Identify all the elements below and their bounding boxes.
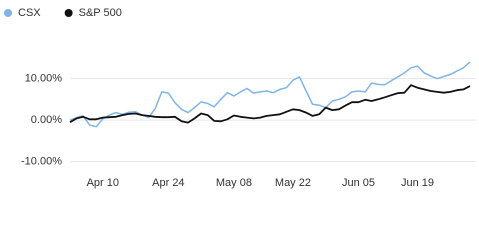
series-line xyxy=(69,84,471,124)
legend-label: S&P 500 xyxy=(79,7,122,19)
y-tick-label: -10.00% xyxy=(21,156,62,168)
legend-label: CSX xyxy=(18,7,41,19)
y-tick-label: 0.00% xyxy=(31,114,62,126)
x-tick-label: Apr 10 xyxy=(87,177,119,189)
x-tick-label: Apr 24 xyxy=(152,177,184,189)
x-tick-label: May 08 xyxy=(216,177,252,189)
x-tick-label: Jun 05 xyxy=(342,177,375,189)
legend-marker xyxy=(64,9,73,17)
legend-marker xyxy=(4,9,12,17)
series-line xyxy=(69,61,471,128)
y-tick-label: 10.00% xyxy=(25,72,63,84)
chart: -10.00% 0.00% 10.00% Apr 10 Apr 24 May 08 May … xyxy=(4,7,476,189)
x-tick-label: May 22 xyxy=(275,177,311,189)
x-tick-label: Jun 19 xyxy=(401,177,434,189)
